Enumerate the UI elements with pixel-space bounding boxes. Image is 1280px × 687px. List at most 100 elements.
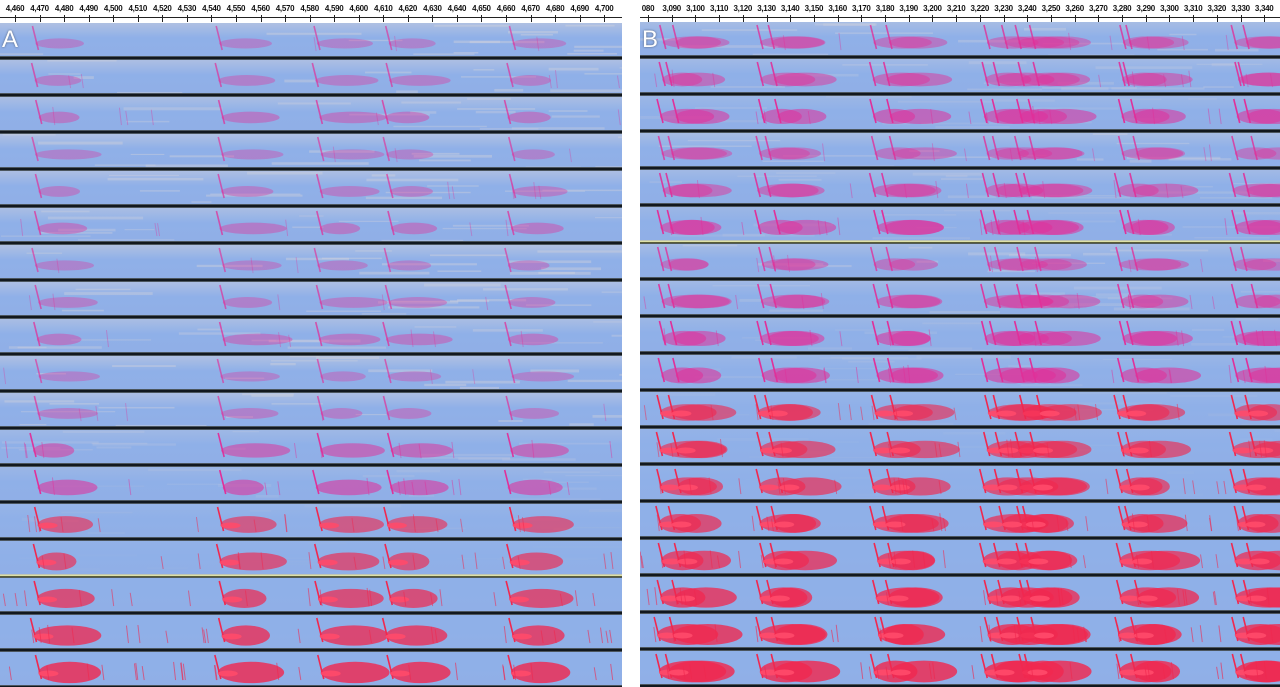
tick-mark: [64, 15, 66, 22]
tick-label: 4,620: [398, 4, 418, 13]
tick-mark: [334, 15, 336, 22]
strip-separator: [640, 388, 1280, 392]
tick-mark: [1122, 15, 1123, 22]
strip-separator: [0, 56, 622, 60]
tick-mark: [162, 15, 164, 22]
tick-mark: [39, 15, 41, 22]
tick-label: 4,610: [373, 4, 393, 13]
strip-separator: [640, 573, 1280, 577]
tick-mark: [113, 15, 115, 22]
spectrogram-image: [649, 172, 1280, 199]
strip-separator: [0, 574, 622, 578]
time-axis-b: 080 3,090 3,100 3,110 3,120 3,130 3,140 3,150 3,…: [640, 0, 1280, 22]
tick-mark: [908, 15, 910, 22]
spectrogram-image: [30, 60, 622, 93]
strip-separator: [640, 647, 1280, 651]
panel-label-b: B: [642, 26, 659, 53]
tick-label: 4,490: [79, 4, 98, 13]
tick-mark: [979, 15, 981, 22]
spectrogram-image: [657, 355, 1280, 386]
strip-separator: [0, 352, 622, 356]
spectrogram-strip: [0, 60, 622, 93]
spectrogram-image: [26, 247, 622, 275]
spectrogram-strip: [0, 430, 622, 463]
tick-label: 3,190: [899, 4, 918, 13]
tick-mark: [579, 15, 581, 22]
tick-label: 4,700: [594, 4, 614, 13]
spectrogram-image: [21, 504, 622, 537]
tick-label: 4,660: [496, 4, 516, 13]
tick-label: 3,130: [757, 4, 776, 13]
tick-label: 4,680: [545, 4, 565, 13]
strip-separator: [640, 499, 1280, 503]
tick-label: 3,260: [1065, 4, 1084, 13]
tick-mark: [648, 15, 649, 22]
spectrogram-strip: [0, 467, 622, 500]
tick-mark: [790, 15, 792, 22]
spectrogram-image: [29, 617, 613, 646]
spectrogram-strip: [640, 133, 1280, 166]
tick-mark: [1264, 15, 1266, 22]
tick-label: 3,300: [1160, 4, 1179, 13]
spectrogram-strip: [0, 245, 622, 278]
spectrogram-image: [8, 654, 614, 684]
tick-label: 3,200: [923, 4, 942, 13]
spectrogram-strip: [0, 282, 622, 315]
tick-label: 3,270: [1089, 4, 1108, 13]
tick-label: 4,540: [202, 4, 221, 13]
tick-mark: [309, 15, 311, 22]
strip-separator: [0, 315, 622, 319]
strip-separator: [640, 92, 1280, 96]
tick-label: 3,230: [994, 4, 1013, 13]
spectrogram-image: [33, 468, 622, 500]
spectrogram-strip: [640, 614, 1280, 647]
spectrogram-strip: [640, 503, 1280, 536]
tick-label: 3,100: [686, 4, 705, 13]
strip-separator: [640, 351, 1280, 355]
tick-mark: [719, 15, 721, 22]
spectrogram-strip: [0, 356, 622, 389]
tick-label: 4,580: [300, 4, 319, 13]
tick-mark: [885, 15, 886, 22]
spectrogram-image: [656, 468, 1280, 496]
tick-label: 4,470: [30, 4, 49, 13]
spectrogram-image: [2, 134, 622, 167]
strip-separator: [640, 314, 1280, 318]
tick-mark: [1027, 15, 1029, 22]
axis-line: [640, 17, 1280, 18]
spectrogram-strip: [640, 207, 1280, 240]
tick-label: 3,110: [710, 4, 729, 13]
tick-label: 3,320: [1207, 4, 1227, 13]
strip-separator: [0, 130, 622, 134]
tick-mark: [766, 15, 768, 22]
tick-mark: [432, 15, 434, 22]
tick-mark: [235, 15, 237, 22]
tick-label: 4,460: [5, 4, 25, 13]
spectrogram-strip: [0, 652, 622, 685]
spectrogram-strip: [0, 134, 622, 167]
tick-mark: [383, 15, 385, 22]
tick-mark: [1003, 15, 1005, 22]
tick-mark: [1169, 15, 1171, 22]
tick-label: 3,170: [852, 4, 871, 13]
strip-separator: [0, 537, 622, 541]
spectrogram-image: [640, 542, 1280, 571]
tick-mark: [604, 15, 606, 22]
spectrogram-panel-a: 4,460 4,470 4,480 4,490 4,500 4,510 4,520 4,530…: [0, 0, 622, 687]
strip-separator: [0, 278, 622, 282]
spectrogram-strip: [640, 318, 1280, 351]
spectrogram-image: [648, 429, 1280, 462]
tick-label: 4,520: [153, 4, 172, 13]
tick-mark: [407, 15, 409, 22]
spectrogram-image: [643, 283, 1280, 314]
spectrogram-image: [28, 283, 622, 315]
spectrogram-image: [640, 23, 1280, 55]
spectrogram-image: [655, 653, 1280, 683]
strip-separator: [0, 204, 622, 208]
strip-separator: [640, 425, 1280, 429]
spectrogram-strip: [640, 59, 1280, 92]
tick-mark: [742, 15, 744, 22]
strip-separator: [640, 203, 1280, 207]
strip-separator: [640, 129, 1280, 133]
tick-label: 4,530: [177, 4, 197, 13]
